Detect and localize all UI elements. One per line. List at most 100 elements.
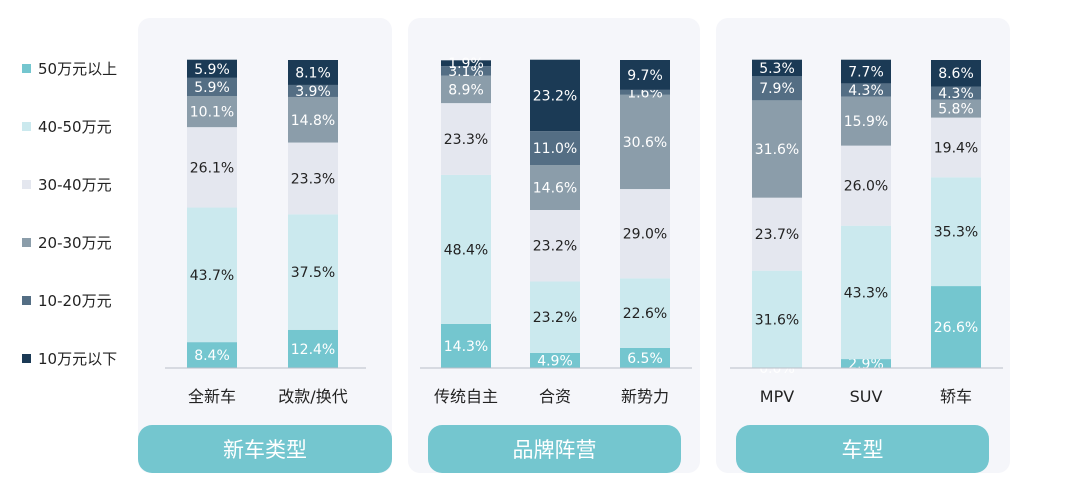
data-label: 12.4% [291, 342, 335, 358]
data-label: 8.6% [938, 66, 974, 82]
category-label: 改款/换代 [278, 387, 347, 406]
bar-segment [841, 83, 891, 97]
bar-segment [530, 131, 580, 166]
bar-segment [931, 99, 981, 118]
legend-item-40-50: 40-50万元 [22, 116, 112, 136]
panel-title-brand-camp: 品牌阵营 [428, 425, 681, 473]
data-label: 23.2% [533, 310, 577, 326]
data-label: 7.7% [848, 65, 884, 81]
bar-segment [620, 278, 670, 348]
legend-item-under-10: 10万元以下 [22, 348, 117, 368]
bar-segment [620, 60, 670, 90]
data-label: 3.9% [295, 84, 331, 100]
category-label: 全新车 [188, 387, 236, 406]
bar-segment [752, 76, 802, 101]
category-label: SUV [850, 387, 883, 406]
data-label: 15.9% [844, 114, 888, 130]
bar-segment [931, 60, 981, 87]
data-label: 5.9% [194, 80, 230, 96]
legend-label: 20-30万元 [38, 233, 112, 252]
chart-brand-camp: 14.3% 48.4% 23.3% 8.9% 3.1%1.9% 传统自主 4.9% 23.2%… [420, 56, 692, 406]
data-label: 23.3% [444, 132, 488, 148]
data-label: 5.3% [759, 61, 795, 77]
data-label: 7.9% [759, 81, 795, 97]
data-label: 4.3% [848, 83, 884, 99]
bar-segment [931, 117, 981, 178]
category-label: 传统自主 [434, 387, 498, 406]
panel-new-car-type: 8.4% 43.7% 26.1% 10.1% 5.9% 5.9% 全新车 12.4% 37.5%… [138, 18, 392, 473]
legend-swatch [22, 353, 31, 363]
data-label: 19.4% [934, 140, 978, 156]
data-label: 4.9% [537, 353, 573, 369]
bar-segment [841, 359, 891, 368]
data-label: 31.6% [755, 312, 799, 328]
data-label: 14.3% [444, 339, 488, 355]
data-label: 9.7% [627, 68, 663, 84]
bar-segment [441, 60, 491, 67]
bar-segment [931, 286, 981, 368]
bar-segment [288, 214, 338, 330]
bar-segment [187, 77, 237, 97]
bar-segment [841, 145, 891, 226]
bar-segment [187, 207, 237, 343]
data-label: 26.1% [190, 160, 234, 176]
data-label: 29.0% [623, 227, 667, 243]
chart-new-car-type: 8.4% 43.7% 26.1% 10.1% 5.9% 5.9% 全新车 12.4% 37.5%… [165, 59, 366, 406]
legend-swatch [22, 179, 31, 189]
data-label: 23.7% [755, 227, 799, 243]
panel-title-new-car-type: 新车类型 [138, 425, 392, 473]
data-label: 23.2% [533, 88, 577, 104]
legend-item-50-plus: 50万元以上 [22, 58, 117, 78]
bar-segment [620, 89, 670, 95]
data-label: 26.6% [934, 320, 978, 336]
legend-swatch [22, 121, 31, 131]
bar-segment [187, 127, 237, 208]
bar-segment [187, 96, 237, 128]
legend-swatch [22, 63, 31, 73]
bar-segment [752, 197, 802, 271]
bar-segment [288, 84, 338, 97]
bar-segment [841, 225, 891, 360]
panel-body-type: 0.0% 31.6% 23.7% 31.6% 7.9% 5.3% MPV 2.9% 43.3% 2… [716, 18, 1010, 473]
bar-segment [841, 96, 891, 146]
data-label: 14.8% [291, 113, 335, 129]
category-label: 新势力 [621, 387, 669, 406]
bar-segment [752, 270, 802, 368]
data-label: 31.6% [755, 142, 799, 158]
bar-segment [441, 103, 491, 175]
bar-segment [288, 329, 338, 368]
data-label: 37.5% [291, 265, 335, 281]
data-label: 5.9% [194, 62, 230, 78]
bar-segment [752, 100, 802, 198]
chart-body-type: 0.0%31.6%23.7%31.6%7.9%5.3%MPV2.9%43.3%2… [730, 59, 1003, 406]
category-label: MPV [760, 387, 794, 406]
data-label: 1.9% [448, 56, 484, 72]
bar-segment [530, 209, 580, 282]
bar-segment [530, 165, 580, 210]
panel-brand-camp: 14.3% 48.4% 23.3% 8.9% 3.1% 1.9% 传统自主 4.9% 23.2%… [408, 18, 700, 473]
legend-swatch [22, 237, 31, 247]
legend-item-30-40: 30-40万元 [22, 174, 112, 194]
bar-segment [530, 352, 580, 368]
bar-segment [441, 323, 491, 368]
bar-segment [931, 177, 981, 287]
panel-title-body-type: 车型 [736, 425, 989, 473]
data-label: 8.4% [194, 348, 230, 364]
bar-segment [288, 142, 338, 215]
legend-item-10-20: 10-20万元 [22, 290, 112, 310]
data-label: 22.6% [623, 306, 667, 322]
data-label: 5.8% [938, 102, 974, 118]
bar-segment [620, 347, 670, 368]
data-label: 23.3% [291, 171, 335, 187]
legend: 50万元以上 40-50万元 30-40万元 20-30万元 10-20万元 1… [0, 0, 140, 478]
data-label: 10.1% [190, 105, 234, 121]
legend-item-20-30: 20-30万元 [22, 232, 112, 252]
bar-segment [841, 59, 891, 84]
bar-segment [288, 96, 338, 143]
bar-segment [620, 94, 670, 190]
legend-label: 50万元以上 [38, 59, 118, 78]
data-label: 8.9% [448, 82, 484, 98]
data-label: 2.9% [848, 357, 884, 373]
data-label: 8.1% [295, 65, 331, 81]
bar-segment [441, 174, 491, 324]
